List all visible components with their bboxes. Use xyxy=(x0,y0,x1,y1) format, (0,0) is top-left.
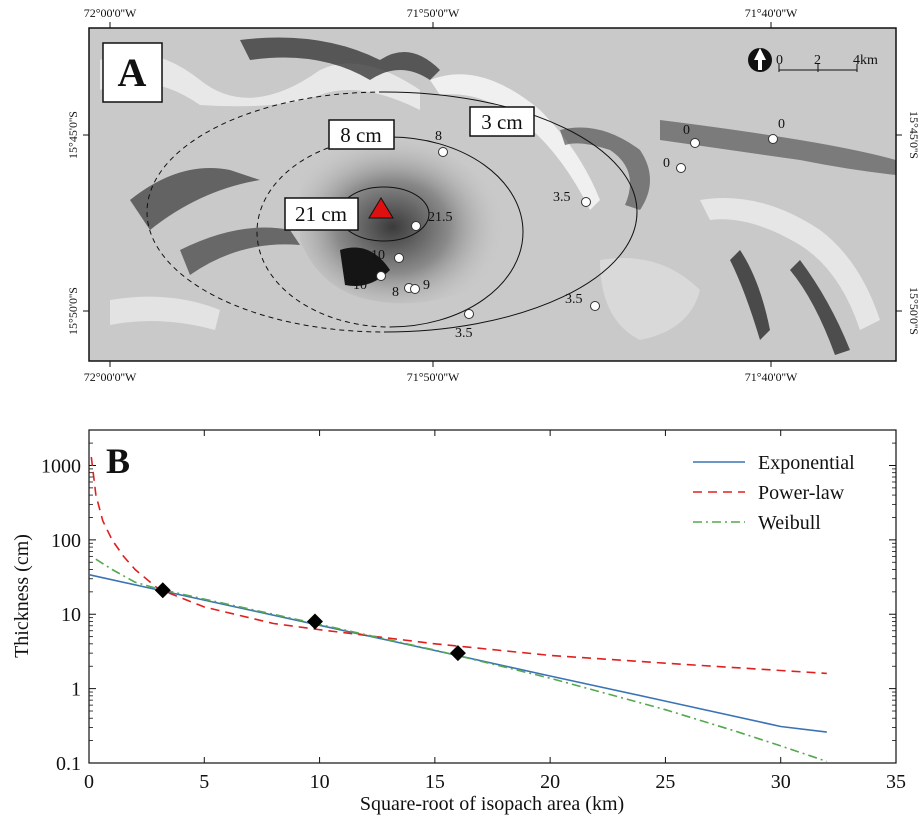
sample-site xyxy=(769,135,778,144)
x-tick-label: 20 xyxy=(540,771,560,793)
svg-text:3 cm: 3 cm xyxy=(481,110,522,134)
x-tick-label: 5 xyxy=(199,771,209,793)
scale-label: 4km xyxy=(853,53,878,68)
sample-site xyxy=(439,148,448,157)
lon-label-top: 71°50'0''W xyxy=(407,6,460,20)
x-tick-label: 0 xyxy=(84,771,94,793)
scale-label: 0 xyxy=(776,53,783,68)
y-tick-label: 0.1 xyxy=(56,753,81,775)
panel-label-a: A xyxy=(103,43,162,102)
x-tick-label: 30 xyxy=(771,771,791,793)
lat-label-left: 15°50'0''S xyxy=(66,287,80,335)
lat-label-right: 15°50'0''S xyxy=(907,287,919,335)
svg-text:21 cm: 21 cm xyxy=(295,202,347,226)
sample-site xyxy=(691,139,700,148)
sample-site xyxy=(591,302,600,311)
y-axis-label: Thickness (cm) xyxy=(11,534,33,658)
sample-value: 10 xyxy=(371,248,385,263)
sample-value: 8 xyxy=(435,129,442,144)
isopach-label-21cm: 21 cm xyxy=(285,198,358,230)
sample-value: 21.5 xyxy=(428,210,453,225)
sample-value: 3.5 xyxy=(553,190,571,205)
lon-label-bottom: 71°40'0''W xyxy=(745,370,798,384)
scale-label: 2 xyxy=(814,53,821,68)
legend-label: Exponential xyxy=(758,452,855,474)
svg-text:A: A xyxy=(118,50,147,95)
lon-label-bottom: 71°50'0''W xyxy=(407,370,460,384)
x-tick-label: 15 xyxy=(425,771,445,793)
sample-value: 0 xyxy=(663,156,670,171)
sample-site xyxy=(582,198,591,207)
lon-label-bottom: 72°00'0''W xyxy=(84,370,137,384)
x-tick-label: 10 xyxy=(310,771,330,793)
lat-label-right: 15°45'0''S xyxy=(907,111,919,159)
x-tick-label: 25 xyxy=(655,771,675,793)
hillshade-relief xyxy=(89,28,896,361)
isopach-label-8cm: 8 cm xyxy=(329,120,394,149)
plot-frame xyxy=(89,430,896,763)
sample-site xyxy=(412,222,421,231)
sample-site xyxy=(677,164,686,173)
sample-site xyxy=(465,310,474,319)
sample-value: 0 xyxy=(778,117,785,132)
sample-site xyxy=(411,285,420,294)
panel-label-b: B xyxy=(106,441,130,481)
x-axis-label: Square-root of isopach area (km) xyxy=(360,793,624,815)
map-panel: 3 cm 8 cm 21 cm 8 21. xyxy=(66,6,919,384)
sample-value: 3.5 xyxy=(455,326,473,341)
y-tick-label: 1000 xyxy=(41,455,81,477)
sample-value: 10 xyxy=(353,278,367,293)
sample-site xyxy=(377,272,386,281)
y-tick-label: 10 xyxy=(61,604,81,626)
lon-label-top: 72°00'0''W xyxy=(84,6,137,20)
sample-value: 9 xyxy=(423,278,430,293)
chart-panel: B 0 5 10 15 20 25 30 35 0.1 1 10 100 1000 Square-ro… xyxy=(11,430,906,815)
x-tick-label: 35 xyxy=(886,771,906,793)
lat-label-left: 15°45'0''S xyxy=(66,111,80,159)
isopach-label-3cm: 3 cm xyxy=(470,107,534,136)
y-tick-label: 1 xyxy=(71,679,81,701)
svg-text:8 cm: 8 cm xyxy=(340,123,381,147)
sample-value: 3.5 xyxy=(565,292,583,307)
lon-label-top: 71°40'0''W xyxy=(745,6,798,20)
legend-label: Power-law xyxy=(758,482,845,504)
y-tick-label: 100 xyxy=(51,530,81,552)
sample-site xyxy=(395,254,404,263)
north-arrow-icon xyxy=(748,48,772,72)
legend-label: Weibull xyxy=(758,512,821,534)
sample-value: 8 xyxy=(392,285,399,300)
sample-value: 0 xyxy=(683,123,690,138)
